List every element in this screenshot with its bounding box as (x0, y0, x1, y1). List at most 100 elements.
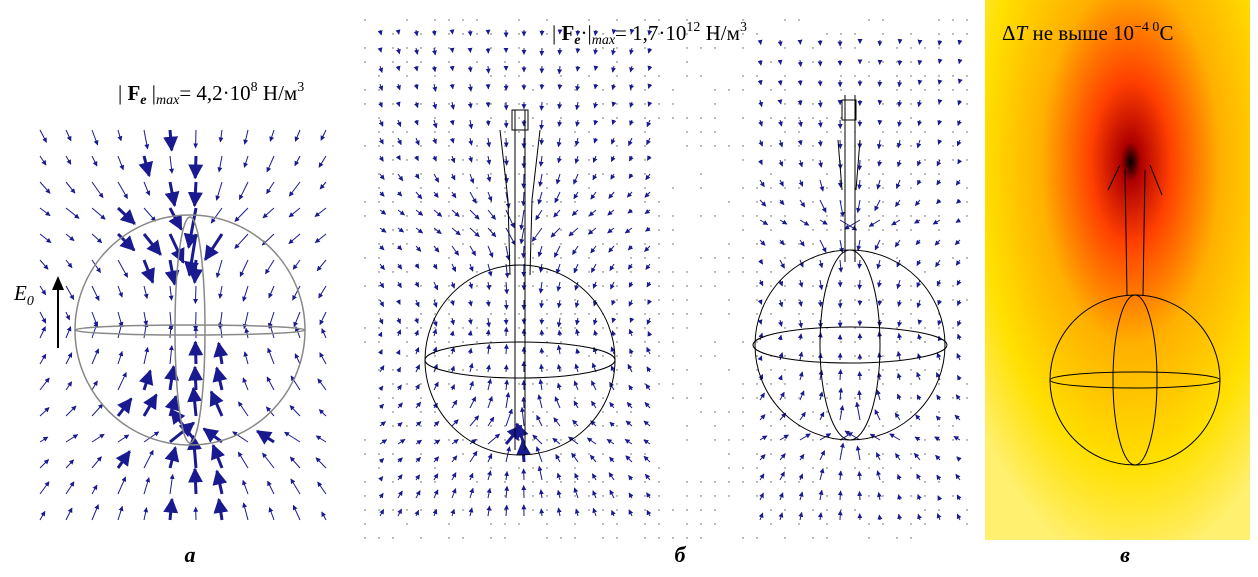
grid-dot (378, 75, 380, 77)
force-arrow (593, 119, 599, 126)
force-arrow (91, 207, 106, 220)
force-arrow (290, 375, 301, 391)
grid-dot (700, 509, 702, 511)
force-arrow (433, 245, 440, 253)
grid-dot (574, 327, 576, 329)
force-arrow (65, 155, 72, 165)
grid-dot (868, 201, 870, 203)
force-arrow (414, 263, 420, 269)
grid-dot (560, 201, 562, 203)
grid-dot (504, 103, 506, 105)
grid-dot (672, 383, 674, 385)
grid-dot (602, 285, 604, 287)
grid-dot (560, 229, 562, 231)
grid-dot (938, 173, 940, 175)
grid-dot (518, 117, 520, 119)
force-arrow (91, 285, 100, 301)
force-arrow (937, 79, 943, 85)
grid-dot (406, 355, 408, 357)
force-arrow (914, 218, 921, 224)
grid-dot (448, 369, 450, 371)
force-arrow (539, 119, 545, 130)
force-arrow (413, 29, 419, 37)
grid-dot (728, 411, 730, 413)
force-arrow (628, 384, 634, 391)
grid-dot (714, 411, 716, 413)
grid-dot (574, 299, 576, 301)
grid-dot (392, 243, 394, 245)
grid-dot (574, 313, 576, 315)
force-arrow (243, 155, 249, 168)
force-arrow (557, 65, 563, 75)
force-arrow (395, 101, 401, 107)
force-arrow (65, 233, 75, 242)
grid-dot (686, 117, 688, 119)
field-sub: 0 (27, 294, 34, 309)
force-arrow (575, 317, 580, 326)
force-arrow (857, 490, 863, 501)
force-arrow (897, 119, 903, 127)
grid-dot (770, 453, 772, 455)
grid-dot (602, 243, 604, 245)
force-arrow (537, 394, 543, 409)
grid-dot (910, 61, 912, 63)
grid-dot (378, 509, 380, 511)
force-arrow (210, 207, 223, 224)
grid-dot (952, 145, 954, 147)
grid-dot (462, 243, 464, 245)
grid-dot (616, 537, 618, 539)
force-arrow (163, 129, 179, 152)
force-arrow (143, 207, 156, 222)
force-arrow (467, 347, 473, 355)
grid-dot (714, 89, 716, 91)
grid-dot (658, 201, 660, 203)
grid-dot (812, 313, 814, 315)
force-arrow (433, 173, 440, 183)
grid-dot (938, 285, 940, 287)
grid-dot (602, 173, 604, 175)
force-arrow (451, 438, 459, 445)
force-arrow (521, 396, 527, 409)
force-arrow (626, 191, 633, 198)
grid-dot (868, 187, 870, 189)
force-arrow (575, 29, 581, 36)
force-arrow (487, 209, 496, 220)
grid-dot (742, 411, 744, 413)
force-arrow (645, 383, 651, 391)
force-arrow (608, 245, 615, 253)
force-arrow (377, 47, 383, 53)
force-arrow (143, 507, 149, 521)
force-arrow (936, 474, 942, 481)
force-arrow (936, 159, 942, 167)
force-arrow (451, 472, 457, 481)
grid-dot (826, 523, 828, 525)
force-arrow (778, 119, 783, 127)
force-arrow (857, 279, 863, 290)
force-arrow (242, 377, 249, 391)
force-arrow (817, 99, 823, 108)
grid-dot (490, 47, 492, 49)
grid-dot (406, 523, 408, 525)
grid-dot (966, 89, 968, 91)
force-arrow (917, 119, 923, 127)
grid-dot (448, 103, 450, 105)
grid-dot (546, 509, 548, 511)
grid-dot (518, 523, 520, 525)
force-arrow (143, 431, 160, 443)
grid-dot (784, 509, 786, 511)
grid-dot (700, 173, 702, 175)
force-arrow (758, 159, 763, 166)
force-arrow (819, 450, 826, 461)
force-arrow (914, 436, 921, 442)
force-arrow (913, 452, 921, 461)
grid-dot (910, 425, 912, 427)
grid-dot (532, 257, 534, 259)
force-arrow (644, 191, 651, 198)
grid-dot (490, 509, 492, 511)
grid-dot (840, 229, 842, 231)
force-arrow (611, 47, 616, 56)
grid-dot (532, 285, 534, 287)
force-arrow (936, 394, 942, 401)
grid-dot (742, 229, 744, 231)
grid-dot (728, 145, 730, 147)
